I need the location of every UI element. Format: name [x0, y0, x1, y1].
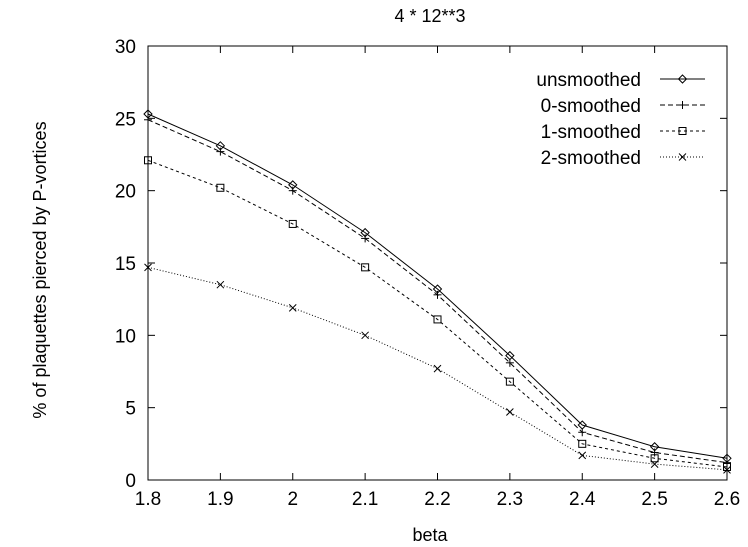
data-point	[505, 358, 514, 367]
data-point	[505, 377, 514, 386]
data-point	[288, 186, 297, 195]
data-point	[650, 460, 659, 468]
data-point	[144, 115, 152, 124]
x-tick-label: 2.4	[569, 489, 596, 510]
data-point	[578, 428, 587, 437]
legend-entry: 1-smoothed	[541, 122, 705, 143]
series-line	[147, 266, 728, 471]
data-point	[144, 263, 152, 272]
data-point	[361, 263, 370, 272]
series-line	[147, 159, 728, 468]
data-point	[723, 458, 731, 467]
x-tick-label: 2.5	[641, 489, 667, 510]
legend-entry: 0-smoothed	[541, 96, 705, 117]
y-tick-label: 0	[125, 471, 136, 492]
x-tick-label: 2	[287, 489, 298, 510]
data-point	[677, 74, 688, 84]
data-point	[433, 315, 442, 324]
series-0-smoothed	[144, 115, 731, 467]
legend: unsmoothed 0-smoothed 1-smoothed 2-smoothed	[536, 70, 705, 169]
y-tick-label: 30	[115, 37, 136, 58]
series-line	[147, 113, 728, 459]
legend-label: unsmoothed	[536, 70, 641, 91]
data-point	[678, 153, 687, 161]
x-tick-label: 1.9	[207, 489, 233, 510]
y-tick-label: 5	[125, 399, 136, 420]
data-point	[650, 448, 659, 457]
data-point	[288, 219, 297, 228]
y-tick-label: 20	[115, 182, 136, 203]
legend-entry: unsmoothed	[536, 70, 705, 91]
legend-entry: 2-smoothed	[541, 148, 705, 169]
y-tick-label: 15	[115, 254, 136, 275]
data-point	[578, 451, 587, 460]
data-point	[578, 439, 587, 448]
x-axis-title: beta	[412, 525, 448, 545]
x-tick-label: 2.6	[714, 489, 740, 510]
y-tick-label: 10	[115, 326, 136, 347]
data-point	[288, 303, 297, 312]
data-point	[216, 280, 225, 289]
data-point	[144, 156, 152, 165]
data-point	[361, 331, 369, 340]
data-point	[433, 290, 442, 299]
data-point	[723, 466, 731, 474]
legend-label: 1-smoothed	[541, 122, 641, 143]
series-2-smoothed	[144, 263, 731, 474]
data-point	[433, 364, 442, 373]
axes-layer: 1.8 1.9 2 2.1 2.2 2.3 2.4 2.5 2.6 0 5 10 15 20 25 30	[115, 37, 740, 510]
legend-label: 2-smoothed	[541, 148, 641, 169]
data-point	[506, 408, 514, 416]
chart-title: 4 * 12**3	[394, 6, 465, 26]
data-point	[650, 454, 659, 463]
legend-label: 0-smoothed	[541, 96, 641, 117]
x-tick-label: 1.8	[135, 489, 161, 510]
y-tick-label: 25	[115, 109, 136, 130]
y-axis-title: % of plaquettes pierced by P-vortices	[30, 121, 50, 418]
series-unsmoothed	[143, 109, 732, 464]
data-point	[678, 101, 687, 109]
x-tick-label: 2.3	[497, 489, 523, 510]
data-point	[216, 183, 225, 192]
x-tick-label: 2.1	[352, 489, 378, 510]
x-tick-label: 2.2	[424, 489, 450, 510]
series-layer	[143, 109, 732, 474]
data-point	[216, 147, 225, 156]
data-point	[678, 127, 687, 135]
data-point	[361, 234, 370, 243]
series-1-smoothed	[144, 156, 731, 471]
